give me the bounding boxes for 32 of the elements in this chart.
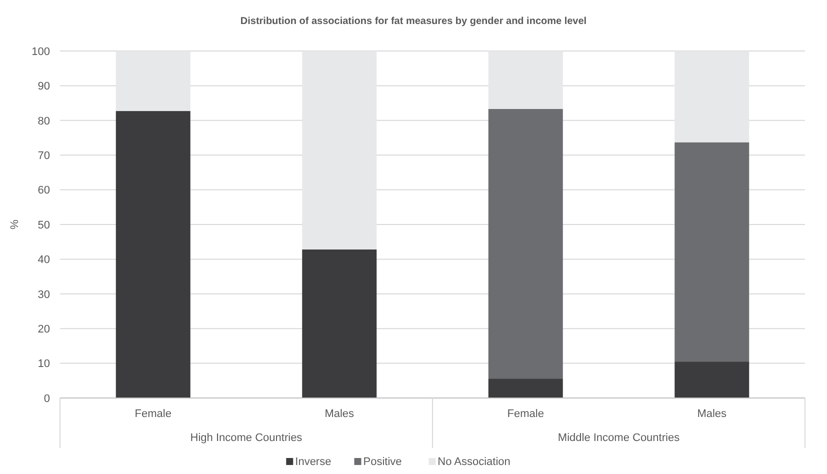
bar <box>488 51 563 109</box>
x-tick-label: Males <box>324 408 355 420</box>
x-tick-label: Female <box>134 408 172 420</box>
y-tick-label: 10 <box>38 358 50 370</box>
bar <box>674 51 750 142</box>
text: High Income Countries <box>190 432 303 444</box>
legend-label: Inverse <box>295 456 332 468</box>
x-tick-label: Female <box>507 408 544 420</box>
bar <box>488 108 563 379</box>
legend-label: No Association <box>438 456 510 468</box>
bar <box>674 142 750 362</box>
y-tick-label: 20 <box>38 323 50 336</box>
bar <box>302 249 377 398</box>
chart-title: Distribution of associations for fat measures by gender and income level <box>240 16 587 27</box>
y-tick-label: 70 <box>38 150 50 162</box>
bar <box>488 378 563 398</box>
legend-label: Positive <box>363 456 402 468</box>
y-tick-label: 60 <box>38 184 50 197</box>
y-tick-label: 80 <box>38 115 50 128</box>
text: Middle Income Countries <box>558 432 680 444</box>
bar <box>674 362 750 398</box>
y-tick-label: 0 <box>44 392 50 405</box>
bar <box>116 51 190 112</box>
bar <box>302 51 377 250</box>
y-tick-label: 40 <box>38 254 50 266</box>
y-axis-title: % <box>9 219 21 230</box>
y-tick-label: 90 <box>38 80 50 93</box>
y-tick-label: 50 <box>38 219 50 232</box>
x-tick-label: Males <box>697 408 728 420</box>
y-tick-label: 100 <box>32 46 50 58</box>
y-tick-label: 30 <box>38 288 50 301</box>
bar <box>116 111 190 398</box>
